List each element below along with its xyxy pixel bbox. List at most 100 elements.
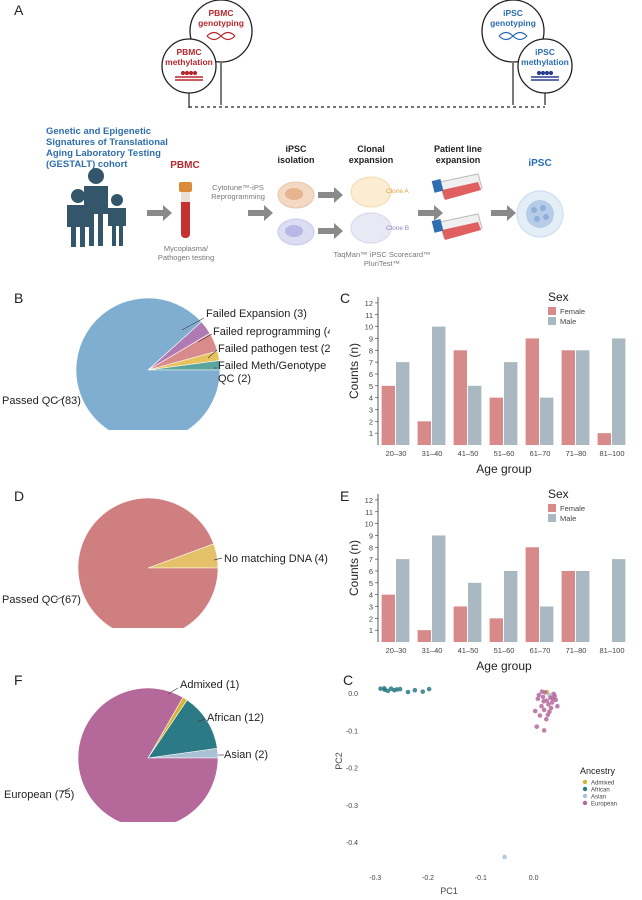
bar-c-legend-swatch-female [548,307,556,315]
bar-e-bar-female-4 [525,547,539,642]
pie-b-label-4-line1: QC (2) [218,373,251,385]
pie-chart-d: Passed QC (67) No matching DNA (4) [2,497,328,628]
myco-line1: Mycoplasma/ [164,244,209,253]
bar-c-bar-female-1 [417,421,431,445]
pca-point-european [546,702,551,707]
pie-f-slice-1 [147,699,218,759]
bar-e-ytick-label: 4 [369,591,373,600]
pca-point-european [545,712,551,718]
myco-line2: Pathogen testing [158,253,214,262]
bar-c-ytick-label: 9 [369,334,373,343]
pca-legend-admixed: Admixed [591,781,614,787]
pie-b-label-2: Failed reprogramming (4) [213,326,330,338]
pie-chart-f: Admixed (1) African (12) Asian (2) European… [4,679,268,822]
bar-e-bar-female-3 [489,618,503,642]
bar-c-legend-female: Female [560,307,585,316]
bar-e-xlabel: Age group [476,659,532,673]
bar-c-legend-male: Male [560,317,576,326]
panel-a-label: A [14,2,24,18]
bar-e-ytick-label: 7 [369,555,373,564]
flask-icon [431,173,483,240]
pca-xtick-label: -0.3 [369,875,381,882]
clonal-line1: Clonal [357,144,385,154]
pbmc-meth-line2: methylation [165,57,213,67]
bar-c-xtick-label: 61–70 [530,449,551,458]
pie-b-leader-1 [181,317,205,331]
bar-e-ytick-label: 5 [369,579,373,588]
bar-e-xtick-label: 81–100 [599,646,624,655]
bar-c-xtick-label: 31–40 [422,449,443,458]
bar-c-ytick-label: 6 [369,370,373,379]
bar-e-bar-male-6 [612,559,626,642]
cohort-line4: (GESTALT) cohort [46,159,128,170]
bar-c-ytick-label: 10 [365,323,373,332]
pbmc-meth-line1: PBMC [176,47,201,57]
bar-c-ytick-label: 8 [369,346,373,355]
ipsc-isolation-line2: isolation [277,155,314,165]
panel-f-label: F [14,672,23,688]
pca-legend-swatch-asian [582,793,588,799]
pbmc-geno-line1: PBMC [208,8,233,18]
pie-f-label-0: European (75) [4,789,74,801]
clone-b-label: Clone B [386,225,409,232]
pbmc-heading: PBMC [170,160,199,171]
bar-c-legend-swatch-male [548,317,556,325]
bar-c-bar-female-2 [453,350,467,445]
pie-b-leader-3 [207,349,218,359]
pca-point-european [550,696,555,702]
pie-b-leader-2 [197,333,213,343]
pie-b-slice-4 [75,297,221,430]
pca-point-european [536,692,542,698]
panel-d-label: D [14,488,25,504]
dna-icon [498,31,528,41]
ipsc-colony-icon [516,190,564,238]
pca-xlabel: PC1 [440,886,458,896]
pie-b-label-1: Failed Expansion (3) [206,308,307,320]
pca-point-european [548,705,554,711]
pca-point-european [549,700,555,705]
pca-legend-european: European [591,802,617,808]
pca-point-african [397,686,403,692]
bar-c-bar-male-5 [576,350,590,445]
pca-point-european [551,691,556,697]
bar-c-bar-female-6 [597,433,611,445]
pca-xtick-label: -0.2 [422,875,434,882]
pca-point-european [532,708,538,714]
bar-c-bar-female-3 [489,397,503,445]
cell-dish-icon [277,181,315,246]
pca-ytick-label: 0.0 [348,691,358,698]
bar-c-xtick-label: 41–50 [458,449,479,458]
bar-c-xtick-label: 20–30 [386,449,407,458]
bar-c-xlabel: Age group [476,462,532,476]
bar-c-bar-female-4 [525,338,539,445]
pca-point-european [541,728,547,733]
ipsc-geno-line1: iPSC [503,8,523,18]
dna-icon [206,31,236,41]
arrow-icon [147,187,516,239]
pca-xtick-label: -0.1 [475,875,487,882]
bar-c-ytick-label: 2 [369,417,373,426]
bar-e-bar-female-1 [417,630,431,642]
people-icon [67,168,126,247]
pca-point-african [426,686,432,692]
ipsc-meth-line1: iPSC [535,47,555,57]
pca-point-european [535,696,541,702]
pca-ylabel: PC2 [334,752,344,770]
pca-ytick-label: -0.2 [346,766,358,773]
panel-c-label: C [340,290,351,306]
bar-e-legend-male: Male [560,514,576,523]
pie-f-label-2: African (12) [207,712,264,724]
bar-c-ytick-label: 3 [369,405,373,414]
panel-g-label: C [343,672,354,688]
pca-point-asian [502,854,507,860]
pie-f-leader-1 [167,687,179,695]
bar-e-bar-male-0 [396,559,410,642]
ipsc-isolation-line1: iPSC [285,144,307,154]
patient-line2: expansion [436,155,481,165]
pca-point-african [420,689,426,694]
bar-c-legend-title: Sex [548,290,569,304]
bar-c-bar-male-1 [432,326,446,445]
pca-scatter: 0.0 -0.1 -0.2 -0.3 -0.4 -0.3 -0.2 -0.1 0.0 PC1 PC2… [334,686,617,896]
bar-e-xtick-label: 71–80 [566,646,587,655]
